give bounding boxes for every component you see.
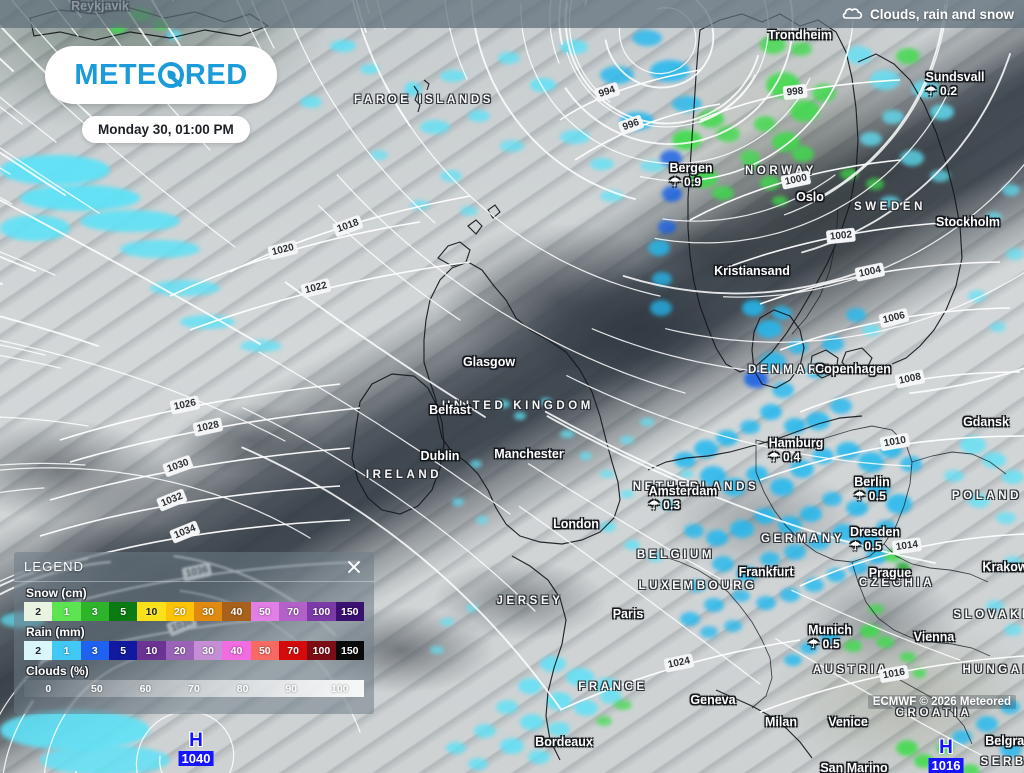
date-label: Monday 30, 01:00 PM — [98, 122, 234, 137]
scale-stop[interactable]: 50 — [250, 641, 279, 660]
scale-stop[interactable]: 70 — [278, 641, 308, 660]
scale-stop[interactable]: 70 — [278, 602, 308, 621]
clouds-color-scale[interactable]: 0 50 60 70 80 90 100 — [24, 680, 364, 697]
layer-title-text: Clouds, rain and snow — [869, 7, 1014, 22]
scale-stop[interactable]: 30 — [193, 602, 223, 621]
rain-caption: Rain (mm) — [26, 625, 85, 639]
scale-stop[interactable]: 20 — [165, 602, 194, 621]
legend-title: LEGEND — [24, 559, 85, 574]
clouds-caption: Clouds (%) — [26, 664, 89, 678]
snow-caption: Snow (cm) — [26, 586, 87, 600]
legend-panel[interactable]: LEGEND Snow (cm) 2 1 3 5 10 20 30 40 50 70 100 150 … — [14, 552, 374, 714]
scale-stop[interactable]: 1 — [52, 641, 81, 660]
scale-stop[interactable]: 20 — [165, 641, 194, 660]
pressure-center-marker: H 1040 — [178, 730, 214, 768]
logo-text-before: METE — [74, 58, 157, 91]
precipitation-blob — [1000, 742, 1022, 758]
logo-text-after: RED — [184, 58, 248, 91]
date-pill[interactable]: Monday 30, 01:00 PM — [82, 116, 250, 143]
precipitation-blob — [996, 512, 1016, 524]
pressure-center-value: 1016 — [928, 758, 964, 773]
precipitation-blob — [468, 758, 488, 770]
legend-header: LEGEND — [14, 552, 374, 582]
top-bar: Clouds, rain and snow — [0, 0, 1024, 28]
scale-stop[interactable]: 30 — [193, 641, 223, 660]
scale-stop[interactable]: 40 — [222, 602, 251, 621]
precipitation-blob — [474, 724, 496, 738]
clouds-tick: 70 — [188, 682, 200, 695]
precipitation-blob — [960, 764, 980, 773]
snow-color-scale[interactable]: 2 1 3 5 10 20 30 40 50 70 100 150 — [24, 602, 364, 621]
legend-rain-section: Rain (mm) 2 1 3 5 10 20 30 40 50 70 100 150 — [14, 621, 374, 660]
pressure-center-letter: H — [189, 730, 203, 751]
scale-stop[interactable]: 50 — [250, 602, 279, 621]
legend-snow-section: Snow (cm) 2 1 3 5 10 20 30 40 50 70 100 150 — [14, 582, 374, 621]
scale-stop[interactable]: 1 — [52, 602, 81, 621]
meteored-logo[interactable]: METE RED — [45, 46, 277, 104]
scale-stop[interactable]: 2 — [24, 641, 53, 660]
scale-stop[interactable]: 10 — [137, 602, 166, 621]
logo-wordmark: METE RED — [74, 59, 247, 92]
cloud-icon — [842, 6, 864, 23]
precipitation-blob — [446, 742, 466, 754]
clouds-tick: 0 — [45, 682, 52, 695]
rain-color-scale[interactable]: 2 1 3 5 10 20 30 40 50 70 100 150 — [24, 641, 364, 660]
scale-stop[interactable]: 5 — [108, 602, 138, 621]
scale-stop[interactable]: 40 — [222, 641, 251, 660]
legend-clouds-section: Clouds (%) 0 50 60 70 80 90 100 — [14, 660, 374, 697]
clouds-tick: 80 — [236, 682, 249, 695]
scale-stop[interactable]: 150 — [335, 641, 364, 660]
precipitation-blob — [596, 716, 612, 726]
scale-stop[interactable]: 150 — [335, 602, 364, 621]
precipitation-blob — [968, 494, 990, 508]
attribution: ECMWF © 2026 Meteored — [867, 695, 1016, 709]
clouds-tick: 60 — [139, 682, 152, 695]
pressure-center-value: 1040 — [178, 751, 214, 766]
clouds-tick: 100 — [330, 682, 349, 695]
logo-droplet-icon — [157, 62, 184, 88]
scale-stop[interactable]: 100 — [307, 602, 336, 621]
close-icon[interactable] — [344, 557, 364, 577]
scale-stop[interactable]: 5 — [108, 641, 138, 660]
clouds-tick: 50 — [91, 682, 103, 695]
pressure-center-letter: H — [939, 737, 953, 758]
pressure-center-marker: H 1016 — [928, 737, 964, 773]
scale-stop[interactable]: 2 — [24, 602, 53, 621]
precipitation-blob — [1004, 624, 1022, 636]
scale-stop[interactable]: 3 — [80, 641, 109, 660]
scale-stop[interactable]: 100 — [307, 641, 336, 660]
scale-stop[interactable]: 10 — [137, 641, 166, 660]
precipitation-blob — [986, 600, 1004, 612]
clouds-tick: 90 — [285, 682, 298, 695]
scale-stop[interactable]: 3 — [80, 602, 109, 621]
layer-title: Clouds, rain and snow — [842, 6, 1014, 23]
